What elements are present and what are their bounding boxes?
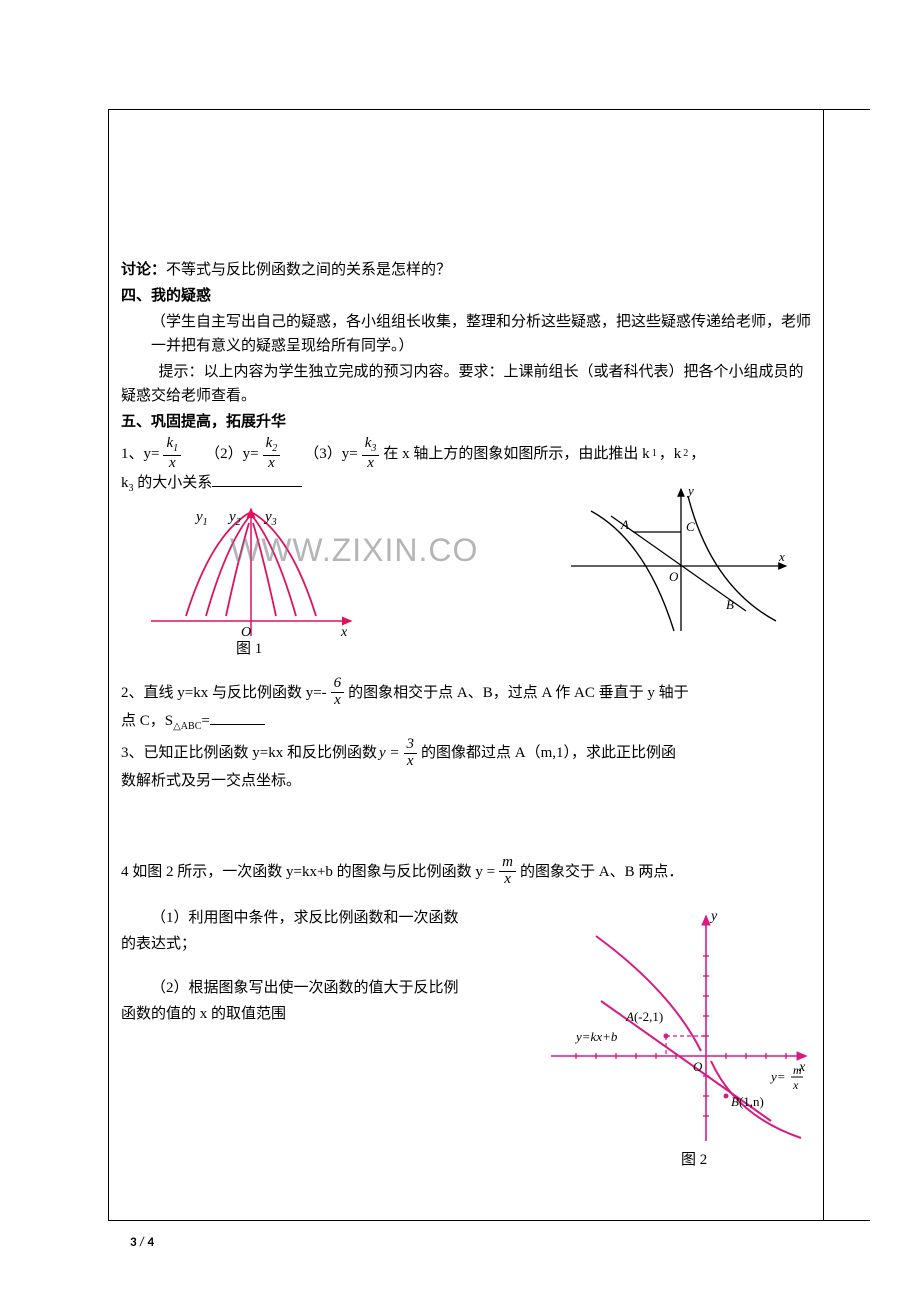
margin-divider — [823, 110, 824, 1220]
q2-line1: 2、直线 y=kx 与反比例函数 y=- 6 x 的图象相交于点 A、B，过点 … — [121, 676, 811, 709]
q4-sub1-l2: 的表达式； — [121, 932, 501, 956]
section4-heading: 四、我的疑惑 — [121, 284, 811, 308]
svg-text:O: O — [693, 1059, 703, 1074]
q1-tail: 在 x 轴上方的图象如图所示，由此推出 k — [383, 442, 649, 466]
document-content: 讨论：不等式与反比例函数之间的关系是怎样的？ 四、我的疑惑 （学生自主写出自己的… — [121, 258, 811, 1186]
q2-frac: 6 x — [331, 676, 345, 709]
q3-frac: 3 x — [404, 737, 418, 770]
figure-2: y x O A(-2,1) B(1,n) y=kx+b y= m x 图 2 — [541, 906, 821, 1171]
page-border: 讨论：不等式与反比例函数之间的关系是怎样的？ 四、我的疑惑 （学生自主写出自己的… — [108, 109, 870, 1221]
svg-text:图 2: 图 2 — [681, 1151, 707, 1168]
section4-p2: 提示：以上内容为学生独立完成的预习内容。要求：上课前组长（或者科代表）把各个小组… — [121, 360, 811, 408]
svg-text:O: O — [241, 625, 251, 640]
q2-line2: 点 C，S△ABC= — [121, 709, 811, 735]
discussion-label: 讨论： — [121, 261, 166, 278]
discussion-line: 讨论：不等式与反比例函数之间的关系是怎样的？ — [121, 258, 811, 282]
svg-text:x: x — [792, 1078, 799, 1092]
section5-heading: 五、巩固提高，拓展升华 — [121, 410, 811, 434]
q1-prefix: 1、y= — [121, 442, 159, 466]
svg-text:y: y — [686, 483, 694, 498]
section4-p1: （学生自主写出自己的疑惑，各小组组长收集，整理和分析这些疑惑，把这些疑惑传递给老… — [121, 310, 811, 358]
page-number: 3 / 4 — [130, 1233, 154, 1254]
svg-text:y3: y3 — [263, 509, 277, 528]
q4-block: （1）利用图中条件，求反比例函数和一次函数 的表达式； （2）根据图象写出使一次… — [121, 906, 811, 1186]
q1-frac1: k1 x — [163, 436, 181, 471]
svg-text:x: x — [340, 625, 348, 640]
svg-text:y: y — [709, 909, 718, 924]
svg-text:B(1,n): B(1,n) — [731, 1094, 764, 1109]
svg-text:A: A — [620, 517, 629, 532]
svg-text:m: m — [793, 1063, 802, 1077]
q1-line1: 1、y= k1 x （2）y= k2 x （3）y= k3 x 在 x 轴上方的… — [121, 436, 811, 471]
q3-line2: 数解析式及另一交点坐标。 — [121, 769, 811, 793]
svg-text:O: O — [669, 569, 679, 584]
svg-text:B: B — [726, 597, 734, 612]
q2-blank[interactable] — [210, 710, 265, 725]
q1-mid3: （3）y= — [304, 442, 357, 466]
q4-sub1-l1: （1）利用图中条件，求反比例函数和一次函数 — [121, 906, 501, 930]
svg-text:y1: y1 — [194, 509, 208, 528]
svg-text:图 1: 图 1 — [236, 640, 262, 657]
figures-row: y1 y2 y3 O x 图 1 — [121, 501, 811, 676]
q1-frac2: k2 x — [263, 436, 281, 471]
q4-line1: 4 如图 2 所示，一次函数 y=kx+b 的图象与反比例函数 y = m x … — [121, 855, 811, 888]
figure-1: y1 y2 y3 O x 图 1 — [141, 501, 361, 671]
q4-frac: m x — [499, 855, 516, 888]
svg-text:y=kx+b: y=kx+b — [574, 1029, 618, 1044]
svg-text:C: C — [686, 519, 695, 534]
q3-line1: 3、已知正比例函数 y=kx 和反比例函数 y = 3 x 的图像都过点 A（m… — [121, 737, 811, 770]
svg-text:x: x — [778, 549, 785, 564]
discussion-text: 不等式与反比例函数之间的关系是怎样的？ — [166, 262, 451, 278]
svg-text:A(-2,1): A(-2,1) — [625, 1009, 663, 1024]
q4-sub2-l1: （2）根据图象写出使一次函数的值大于反比例 — [121, 976, 501, 1000]
q1-mid2: （2）y= — [205, 442, 258, 466]
svg-text:y=: y= — [769, 1069, 786, 1084]
q1-frac3: k3 x — [362, 436, 380, 471]
q1-blank[interactable] — [212, 472, 302, 487]
figure-q2: A C B O x y — [551, 481, 801, 641]
q4-sub2-l2: 函数的值的 x 的取值范围 — [121, 1002, 501, 1026]
